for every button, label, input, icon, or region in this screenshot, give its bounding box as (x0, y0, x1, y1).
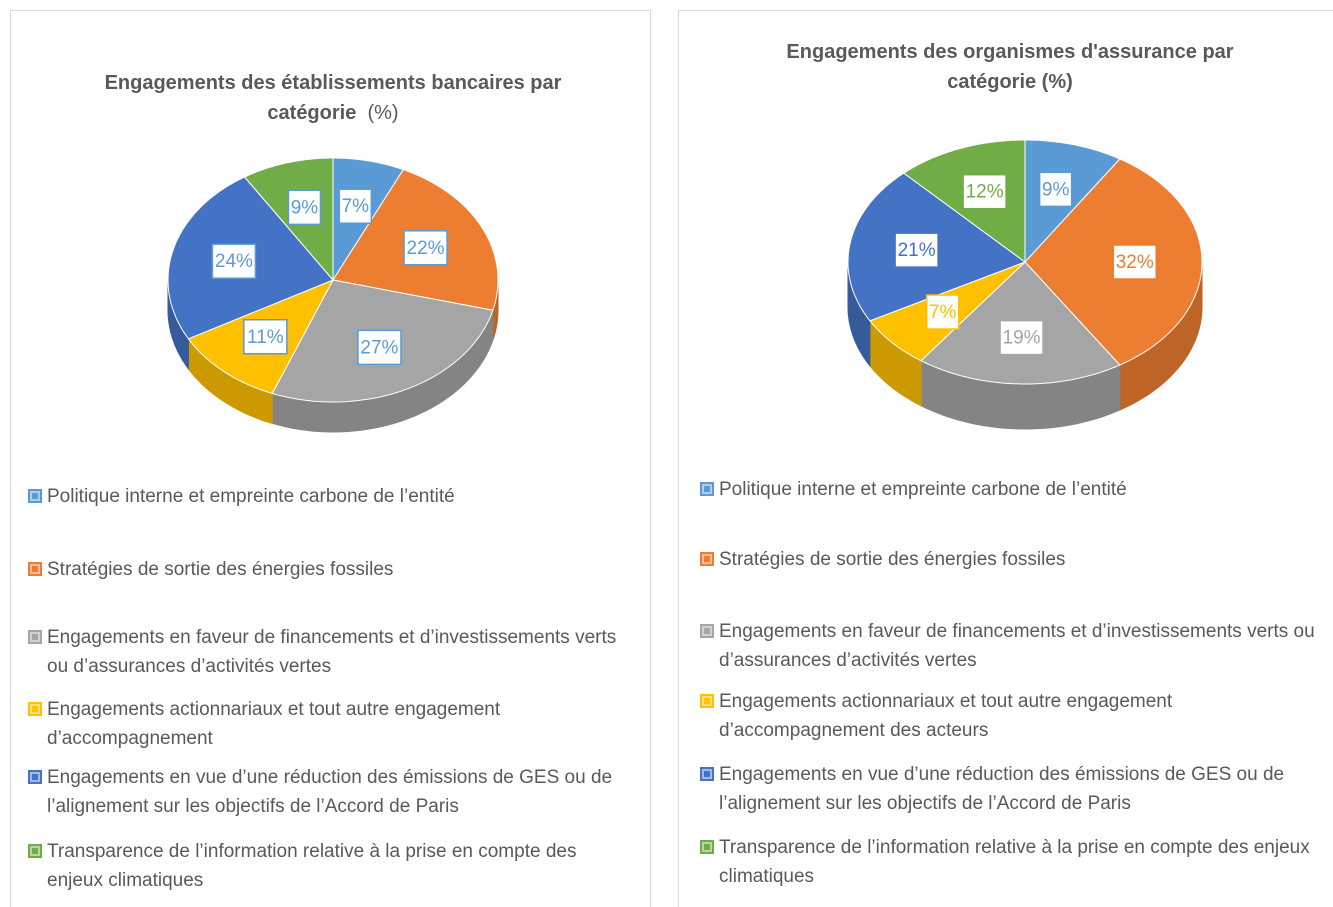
legend-swatch (700, 767, 714, 781)
data-label-box (403, 230, 448, 266)
legend-item: Stratégies de sortie des énergies fossil… (28, 555, 628, 584)
data-label-box (1038, 171, 1073, 208)
title-text: Engagements des organismes d'assurance p… (786, 41, 1234, 93)
legend-swatch (28, 630, 42, 644)
legend-label: Engagements actionnariaux et tout autre … (47, 699, 501, 749)
data-label: 7% (342, 196, 370, 217)
data-label-box (338, 188, 373, 224)
legend-item: Transparence de l’information relative à… (28, 837, 628, 895)
title-unit: (%) (367, 102, 399, 124)
legend-label: Engagements en vue d’une réduction des é… (719, 764, 1285, 814)
legend-item: Engagements en faveur de financements et… (28, 623, 628, 681)
data-label: 21% (898, 240, 936, 261)
data-label-box (962, 173, 1007, 210)
data-label-box (211, 243, 257, 279)
legend-item: Transparence de l’information relative à… (700, 833, 1333, 891)
legend-label: Politique interne et empreinte carbone d… (719, 479, 1127, 500)
data-label-box (999, 319, 1044, 356)
data-label: 19% (1003, 328, 1041, 349)
legend-swatch (28, 562, 42, 576)
legend-label: Transparence de l’information relative à… (719, 837, 1310, 887)
data-label: 12% (966, 182, 1004, 203)
legend-item: Politique interne et empreinte carbone d… (700, 475, 1333, 504)
legend-swatch (700, 840, 714, 854)
legend-label: Engagements actionnariaux et tout autre … (719, 691, 1173, 741)
data-label-box (357, 329, 402, 366)
legend-item: Engagements actionnariaux et tout autre … (700, 687, 1333, 745)
data-label: 22% (407, 238, 445, 259)
legend-item: Engagements en vue d’une réduction des é… (28, 763, 628, 821)
legend-label: Politique interne et empreinte carbone d… (47, 486, 455, 507)
data-label-box (1112, 244, 1157, 280)
title-text: Engagements des établissements bancaires… (104, 72, 562, 124)
legend-label: Engagements en vue d’une réduction des é… (47, 767, 613, 817)
chart-panel (10, 10, 651, 907)
legend-label: Stratégies de sortie des énergies fossil… (47, 559, 394, 580)
legend-item: Stratégies de sortie des énergies fossil… (700, 545, 1333, 574)
data-label: 7% (929, 302, 957, 323)
data-label: 9% (1042, 179, 1070, 200)
legend-item: Politique interne et empreinte carbone d… (28, 482, 628, 511)
legend-item: Engagements actionnariaux et tout autre … (28, 695, 628, 753)
chart-title: Engagements des organismes d'assurance p… (760, 37, 1260, 97)
data-label-box (925, 294, 960, 330)
legend-swatch (700, 482, 714, 496)
legend-swatch (28, 844, 42, 858)
legend-label: Transparence de l’information relative à… (47, 841, 577, 891)
legend-swatch (700, 694, 714, 708)
chart-panel (678, 10, 1333, 907)
data-label: 27% (360, 337, 398, 358)
legend-swatch (28, 770, 42, 784)
slice (1024, 139, 1121, 264)
data-label: 9% (291, 197, 319, 218)
data-label-box (287, 189, 322, 226)
legend-label: Engagements en faveur de financements et… (47, 627, 617, 677)
data-label: 32% (1116, 252, 1154, 273)
data-label: 24% (215, 251, 253, 272)
legend-swatch (700, 552, 714, 566)
data-label-box (894, 232, 939, 268)
chart-title: Engagements des établissements bancaires… (90, 68, 576, 128)
legend-swatch (700, 624, 714, 638)
data-label: 11% (247, 327, 284, 348)
legend-item: Engagements en vue d’une réduction des é… (700, 760, 1333, 818)
legend-item: Engagements en faveur de financements et… (700, 617, 1333, 675)
legend-label: Stratégies de sortie des énergies fossil… (719, 549, 1066, 570)
legend-swatch (28, 702, 42, 716)
data-label-box (243, 318, 288, 355)
legend-label: Engagements en faveur de financements et… (719, 621, 1315, 671)
legend-swatch (28, 489, 42, 503)
